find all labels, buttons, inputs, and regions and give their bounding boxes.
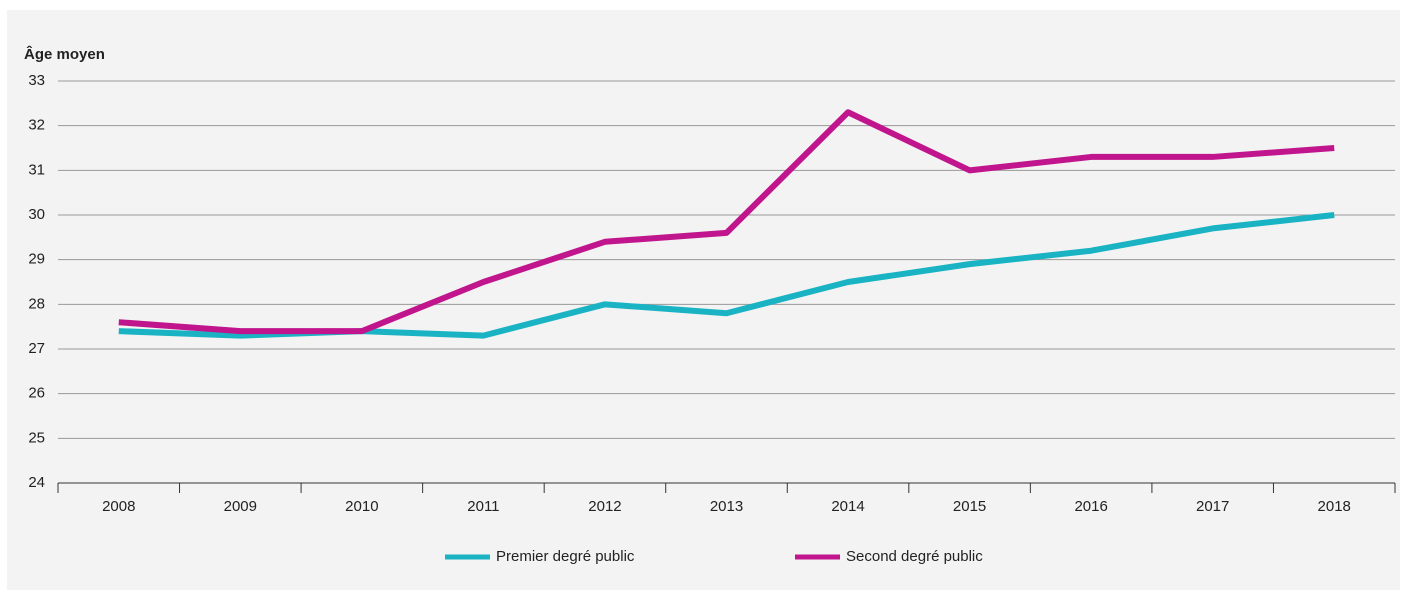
y-tick-label: 27 <box>28 340 45 357</box>
x-tick-label: 2016 <box>1074 498 1107 515</box>
x-tick-label: 2017 <box>1196 498 1229 515</box>
legend-label: Second degré public <box>846 548 983 565</box>
x-tick-label: 2015 <box>953 498 986 515</box>
y-tick-label: 32 <box>28 117 45 134</box>
x-tick-label: 2008 <box>102 498 135 515</box>
y-tick-label: 33 <box>28 72 45 89</box>
x-tick-label: 2018 <box>1318 498 1351 515</box>
series-line <box>118 109 1335 335</box>
x-tick-label: 2012 <box>588 498 621 515</box>
y-tick-label: 29 <box>28 251 45 268</box>
chart-background <box>7 10 1400 590</box>
legend-label: Premier degré public <box>496 548 635 565</box>
y-tick-label: 24 <box>28 474 45 491</box>
y-tick-label: 26 <box>28 385 45 402</box>
y-tick-label: 28 <box>28 295 45 312</box>
x-tick-label: 2010 <box>345 498 378 515</box>
x-tick-label: 2013 <box>710 498 743 515</box>
x-tick-label: 2009 <box>224 498 257 515</box>
x-tick-label: 2011 <box>467 498 499 515</box>
y-axis-label: Âge moyen <box>24 45 105 63</box>
y-tick-label: 30 <box>28 206 45 223</box>
y-tick-label: 25 <box>28 429 45 446</box>
y-tick-label: 31 <box>28 161 45 178</box>
x-tick-label: 2014 <box>831 498 864 515</box>
